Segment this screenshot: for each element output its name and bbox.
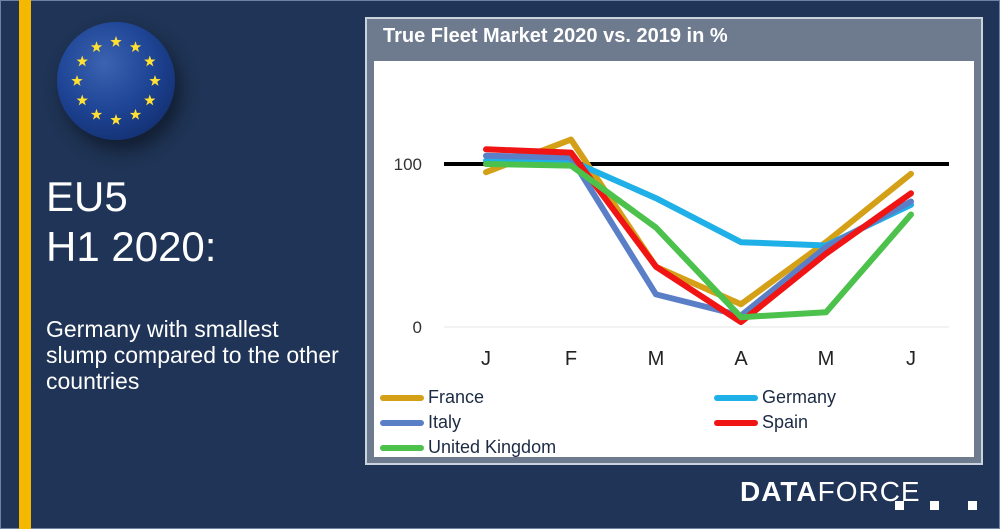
legend-item: United Kingdom	[380, 437, 556, 458]
logo-dot	[968, 501, 977, 510]
logo-regular: FORCE	[817, 476, 921, 507]
legend-label: Spain	[762, 412, 809, 432]
x-tick-label: J	[906, 348, 916, 370]
dataforce-logo: DATAFORCE	[740, 476, 921, 508]
legend-label: Italy	[428, 412, 462, 432]
headline-line1: EU5	[46, 173, 128, 220]
subtext: Germany with smallest slump compared to …	[46, 316, 339, 394]
y-tick-label: 0	[413, 318, 422, 337]
legend-swatch	[714, 419, 758, 426]
star-icon	[71, 75, 83, 86]
star-icon	[110, 114, 122, 125]
legend-item: France	[380, 387, 484, 408]
logo-dot	[895, 501, 904, 510]
accent-bar	[19, 0, 31, 529]
headline-line2: H1 2020:	[46, 223, 217, 270]
plot-area: 0 100 J F M A M J France Germany Italy Spain United…	[374, 61, 974, 457]
star-icon	[149, 75, 161, 86]
line-chart: 0 100 J F M A M J	[394, 136, 949, 370]
logo-dot	[930, 501, 939, 510]
series-line-france	[483, 136, 914, 308]
legend-swatch	[714, 394, 758, 401]
star-icon	[144, 94, 156, 106]
legend-label: Germany	[762, 387, 837, 407]
legend-label: France	[428, 387, 485, 407]
star-icon	[90, 108, 103, 120]
star-icon	[144, 55, 156, 67]
star-icon	[90, 41, 103, 53]
logo-bold: DATA	[740, 476, 818, 507]
legend-item: Italy	[380, 412, 461, 433]
x-tick-label: M	[818, 348, 835, 370]
chart-title: True Fleet Market 2020 vs. 2019 in %	[383, 25, 728, 47]
legend-item: Spain	[714, 412, 808, 433]
x-tick-label: J	[481, 348, 491, 370]
legend-swatch	[380, 444, 424, 451]
chart-panel: True Fleet Market 2020 vs. 2019 in % 0 10…	[365, 17, 983, 465]
legend-item: Germany	[714, 387, 836, 408]
star-icon	[129, 108, 142, 120]
eu-flag-icon	[57, 22, 175, 140]
y-tick-label: 100	[394, 155, 422, 174]
series-line-united-kingdom	[483, 161, 914, 321]
x-tick-label: F	[565, 348, 577, 370]
x-tick-label: M	[648, 348, 665, 370]
legend-swatch	[380, 394, 424, 401]
star-icon	[76, 94, 88, 106]
headline: EU5 H1 2020:	[46, 172, 216, 272]
star-icon	[129, 41, 142, 53]
star-icon	[76, 55, 88, 67]
legend-label: United Kingdom	[428, 437, 557, 457]
x-tick-label: A	[734, 348, 748, 370]
legend-swatch	[380, 419, 424, 426]
series-line-spain	[483, 146, 914, 326]
series-line-italy	[483, 152, 914, 319]
star-icon	[110, 36, 122, 47]
